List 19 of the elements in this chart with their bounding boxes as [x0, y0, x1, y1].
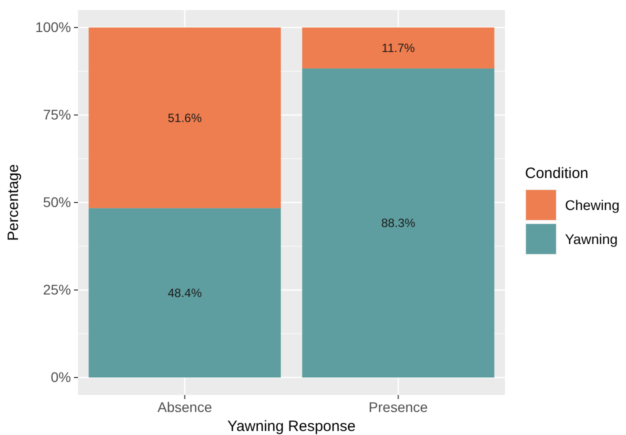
bar: [88, 208, 281, 378]
y-axis-title: Percentage: [5, 164, 22, 241]
data-label: 48.4%: [168, 286, 202, 300]
x-tick-label: Absence: [158, 398, 212, 415]
y-tick-label: 25%: [42, 281, 71, 298]
x-axis-title: Yawning Response: [227, 418, 356, 435]
y-tick-label: 75%: [42, 106, 71, 122]
data-label: 88.3%: [381, 216, 416, 230]
legend-title: Condition: [525, 165, 588, 182]
x-tick-label: Presence: [368, 398, 428, 415]
data-label: 51.6%: [168, 111, 202, 125]
legend-label: Chewing: [565, 196, 620, 213]
y-tick-label: 0%: [50, 368, 71, 385]
y-tick-label: 100%: [35, 18, 71, 35]
data-label: 11.7%: [382, 41, 416, 56]
bar: [302, 28, 494, 68]
y-tick-label: 50%: [42, 194, 71, 210]
bar: [88, 28, 281, 208]
legend-label: Yawning: [565, 230, 618, 247]
